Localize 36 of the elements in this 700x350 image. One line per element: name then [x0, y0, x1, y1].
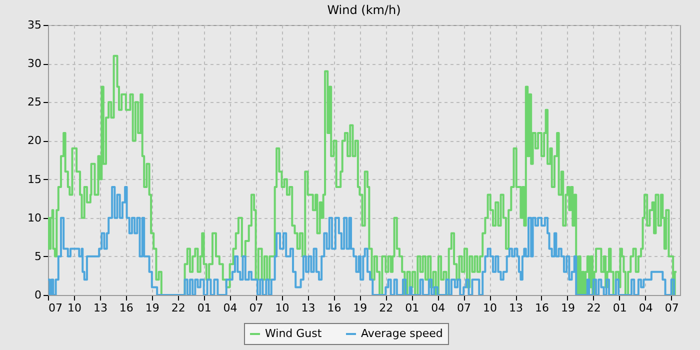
x-tick-label: 19 [560, 302, 575, 314]
x-tick-label: 19 [145, 302, 160, 314]
x-tick-label: 13 [509, 302, 524, 314]
x-tick-label: 07 [48, 302, 62, 314]
x-tick-label: 07 [457, 302, 472, 314]
x-tick-label: 16 [119, 302, 134, 314]
x-tick-label: 22 [586, 302, 601, 314]
legend-label: Wind Gust [265, 327, 322, 340]
y-tick-label: 35 [28, 18, 42, 32]
x-tick-label: 10 [483, 302, 498, 314]
y-tick-label: 25 [28, 96, 42, 109]
y-tick-label: 30 [28, 57, 42, 70]
x-tick-label: 01 [405, 302, 420, 314]
x-tick-label: 13 [301, 302, 316, 314]
y-tick-label: 20 [28, 134, 42, 148]
legend-label: Average speed [361, 327, 443, 340]
x-tick-label: 16 [327, 302, 342, 314]
x-tick-label: 07 [664, 302, 679, 314]
y-tick-label: 10 [28, 211, 42, 224]
y-tick-label: 15 [28, 172, 42, 186]
x-tick-label: 04 [638, 302, 653, 314]
x-tick-label: 22 [171, 302, 186, 314]
y-tick-label: 5 [34, 250, 42, 263]
x-tick-label: 01 [612, 302, 627, 314]
x-tick-label: 13 [93, 302, 108, 314]
x-tick-label: 22 [379, 302, 394, 314]
x-tick-label: 16 [534, 302, 549, 314]
y-tick-label: 0 [34, 288, 42, 302]
x-tick-label: 10 [275, 302, 290, 314]
x-tick-label: 01 [197, 302, 212, 314]
x-tick-label: 10 [67, 302, 82, 314]
x-tick-label: 04 [223, 302, 238, 314]
x-tick-label: 04 [431, 302, 446, 314]
x-tick-label: 07 [249, 302, 264, 314]
x-tick-label: 19 [353, 302, 368, 314]
chart-title: Wind (km/h) [327, 3, 401, 17]
